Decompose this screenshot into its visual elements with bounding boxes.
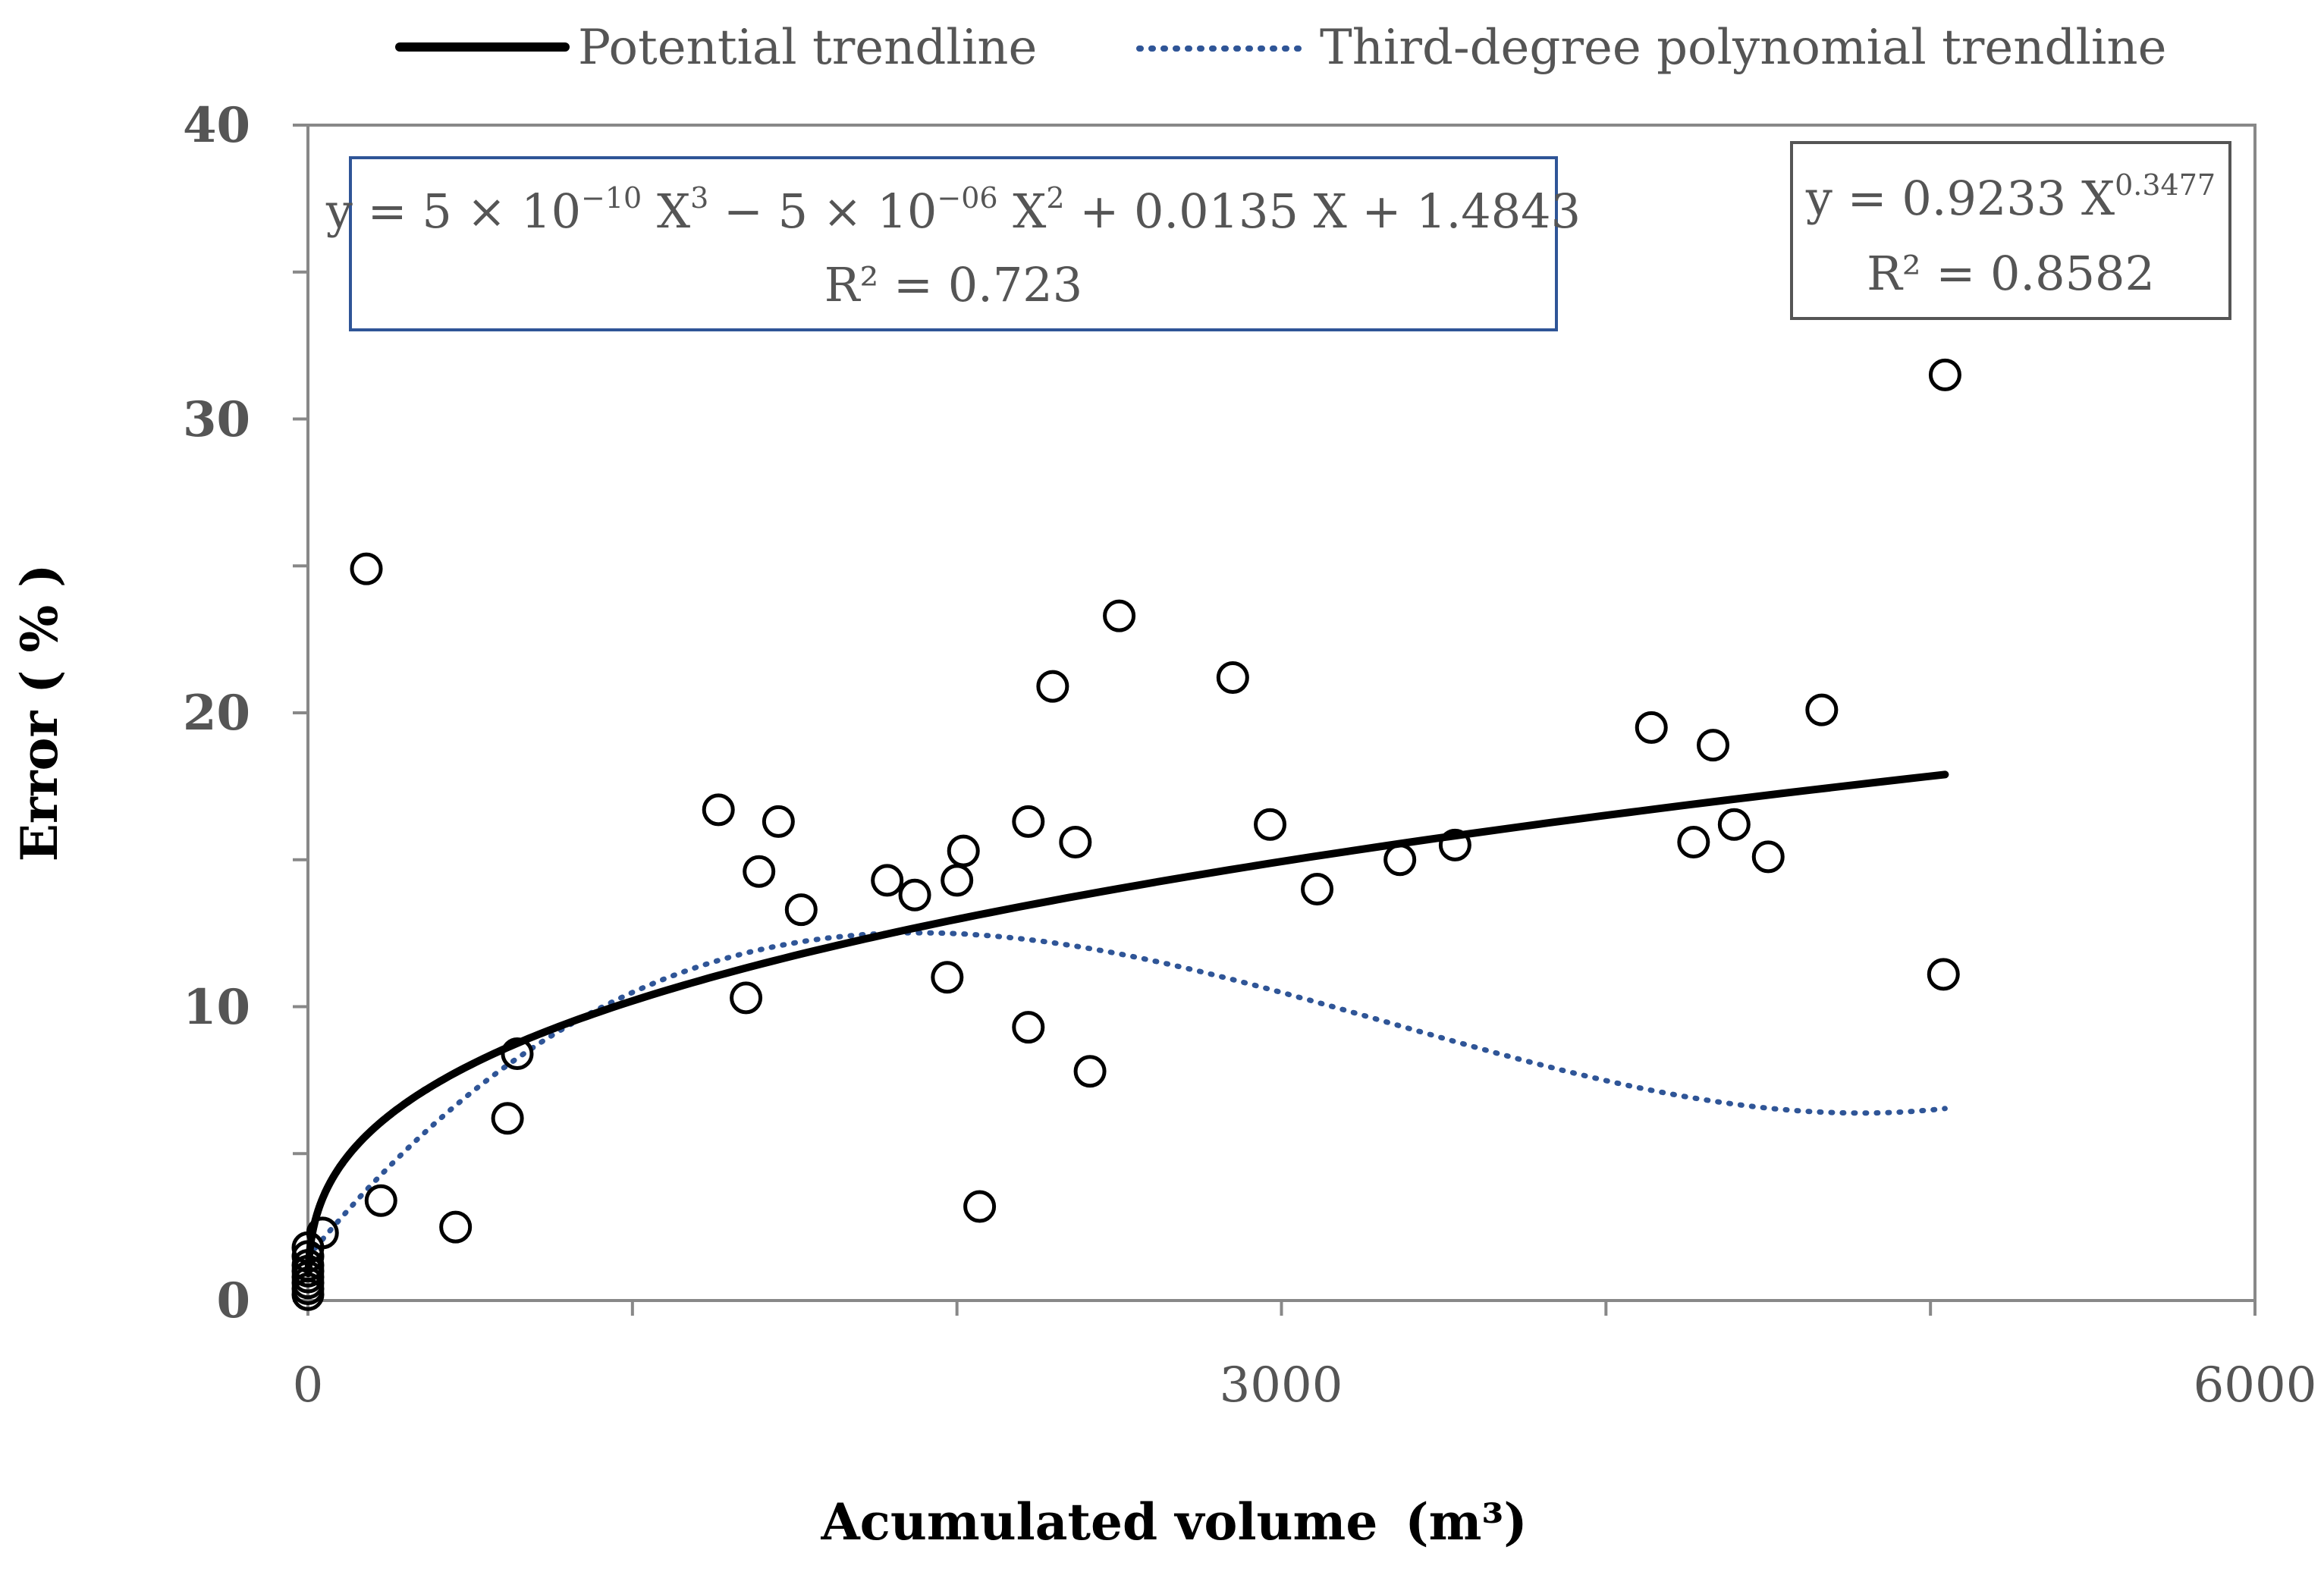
- data-point: [1383, 843, 1417, 877]
- legend: Potential trendline Third-degree polynom…: [395, 20, 2166, 76]
- data-point: [871, 864, 904, 897]
- data-point: [1927, 958, 1960, 991]
- y-tick-label: 30: [183, 391, 250, 448]
- data-point: [743, 855, 776, 888]
- data-point: [501, 1037, 534, 1070]
- data-point: [941, 864, 974, 897]
- legend-label-potential: Potential trendline: [578, 20, 1037, 76]
- x-axis-title-text: Acumulated volume: [820, 1492, 1377, 1552]
- axis-ticks: [293, 124, 2256, 1316]
- data-point: [1717, 808, 1751, 841]
- data-point: [291, 1249, 325, 1282]
- data-point: [1805, 693, 1839, 726]
- data-point: [1697, 729, 1730, 762]
- data-point: [364, 1184, 397, 1217]
- data-point: [1012, 805, 1045, 838]
- data-point: [350, 552, 383, 585]
- data-point: [898, 878, 931, 912]
- poly-eq-part: + 0.0135 X + 1.4843: [1065, 184, 1581, 239]
- y-axis-title: Error ( % ): [10, 564, 69, 862]
- data-point: [1254, 808, 1287, 841]
- poly-eq-sup: 2: [1046, 181, 1064, 215]
- x-tick-label: 6000: [2194, 1357, 2317, 1414]
- legend-label-polynomial: Third-degree polynomial trendline: [1320, 20, 2166, 76]
- data-point: [963, 1190, 997, 1223]
- data-point: [1301, 873, 1334, 905]
- x-axis-title: Acumulated volume (m³): [820, 1492, 1527, 1552]
- pot-eq-sup: 0.3477: [2115, 168, 2216, 202]
- data-point: [306, 1216, 339, 1250]
- x-tick-label: 3000: [1220, 1357, 1343, 1414]
- y-tick-label: 20: [183, 685, 250, 742]
- poly-eq-sup: −06: [937, 181, 997, 215]
- y-tick-label: 0: [216, 1272, 250, 1329]
- data-point: [439, 1210, 473, 1244]
- polynomial-equation: y = 5 × 10−10 X3 − 5 × 10−06 X2 + 0.0135…: [325, 181, 1581, 239]
- poly-eq-part: X: [642, 184, 690, 239]
- poly-eq-sup: −10: [581, 181, 642, 215]
- polynomial-equation-frame: [349, 156, 1558, 331]
- trendlines: [304, 770, 1949, 1278]
- data-point: [1073, 1055, 1107, 1088]
- poly-eq-part: − 5 × 10: [708, 184, 937, 239]
- potential-trendline: [304, 770, 1949, 1278]
- data-point: [1216, 661, 1249, 694]
- polynomial-equation-box: y = 5 × 10−10 X3 − 5 × 10−06 X2 + 0.0135…: [325, 156, 1581, 331]
- y-tick-label: 40: [183, 97, 250, 154]
- poly-eq-part: y = 5 × 10: [325, 184, 581, 239]
- data-point: [730, 981, 763, 1015]
- data-point: [1103, 599, 1136, 632]
- data-point: [784, 893, 818, 927]
- data-point: [702, 793, 735, 827]
- data-point: [947, 834, 980, 868]
- potential-equation: y = 0.9233 X0.3477: [1805, 168, 2216, 226]
- potential-equation-box: y = 0.9233 X0.3477 R² = 0.8582: [1790, 141, 2231, 320]
- data-point: [1928, 358, 1961, 391]
- data-point: [1677, 826, 1710, 858]
- poly-eq-sup: 3: [690, 181, 708, 215]
- data-point: [291, 1240, 325, 1273]
- data-point: [1012, 1011, 1045, 1044]
- data-point: [1059, 826, 1092, 858]
- polynomial-trendline: [305, 930, 1948, 1260]
- x-tick-label: 0: [293, 1357, 324, 1414]
- scatter-points: [291, 358, 1961, 1311]
- data-point: [1036, 670, 1069, 703]
- data-point: [1635, 711, 1668, 744]
- polynomial-r-squared: R² = 0.723: [824, 257, 1082, 312]
- potential-equation-frame: [1790, 141, 2231, 320]
- y-axis-tick-labels: 0 10 20 30 40: [183, 97, 250, 1329]
- pot-eq-part: y = 0.9233 X: [1805, 171, 2115, 226]
- y-tick-label: 10: [183, 979, 250, 1036]
- data-point: [762, 805, 795, 838]
- data-point: [491, 1102, 524, 1135]
- data-point: [931, 961, 964, 994]
- x-axis-tick-labels: 0 3000 6000: [293, 1357, 2317, 1414]
- data-point: [1751, 840, 1785, 874]
- poly-eq-part: X: [998, 184, 1047, 239]
- data-point: [1438, 828, 1471, 861]
- potential-r-squared: R² = 0.8582: [1867, 246, 2155, 301]
- x-axis-title-unit: (m³): [1405, 1492, 1527, 1552]
